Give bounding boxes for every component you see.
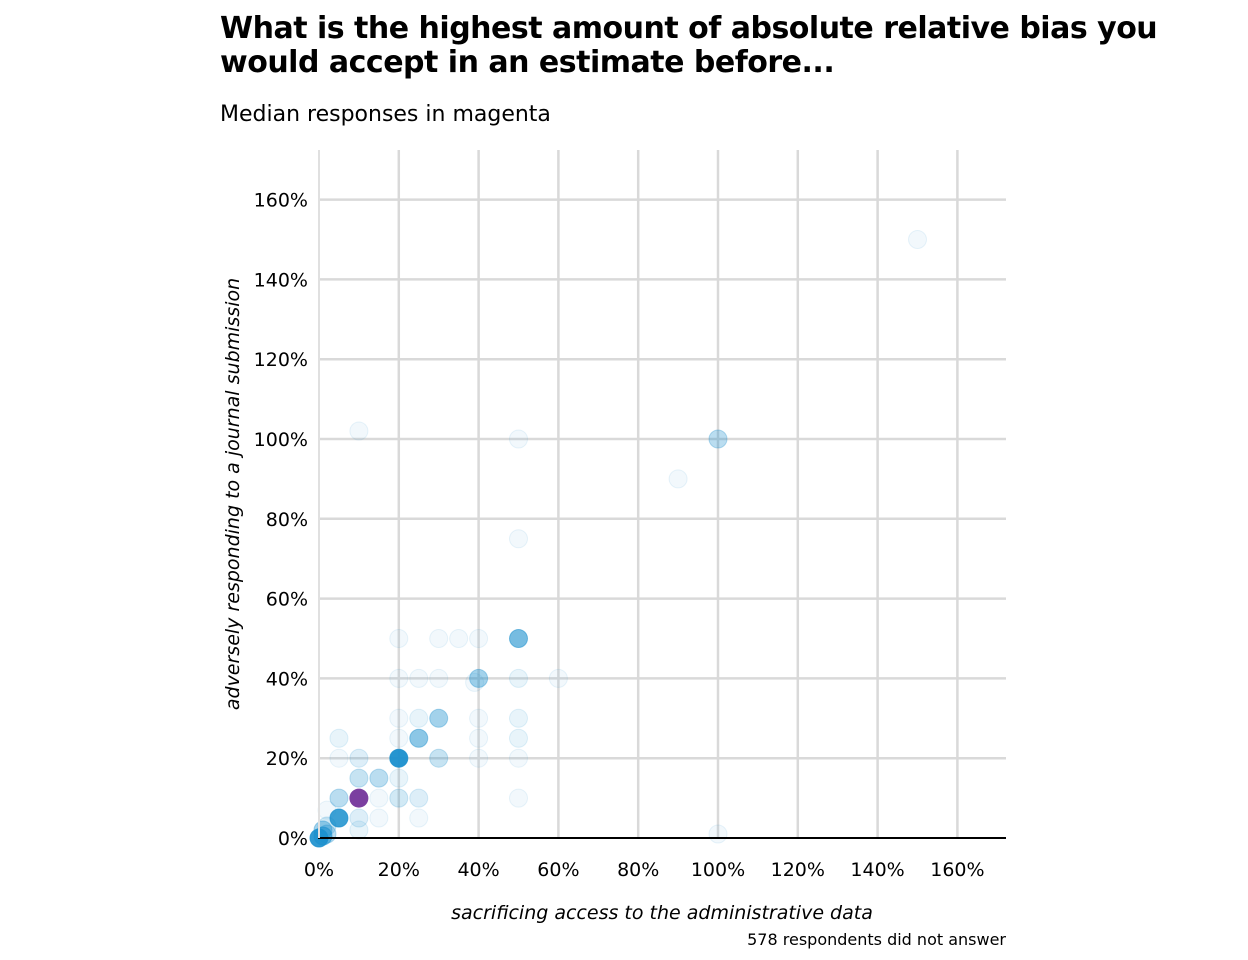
- y-tick-label: 80%: [266, 509, 308, 531]
- data-point: [389, 668, 409, 688]
- grid: [319, 150, 1006, 838]
- data-point: [409, 808, 429, 828]
- data-point: [409, 708, 429, 728]
- data-point: [409, 668, 429, 688]
- y-tick-label: 0%: [278, 828, 308, 850]
- data-point: [429, 668, 449, 688]
- data-point: [389, 728, 409, 748]
- x-tick-label: 140%: [850, 859, 904, 881]
- data-point: [548, 668, 568, 688]
- x-tick-label: 160%: [930, 859, 984, 881]
- y-tick-label: 100%: [254, 429, 308, 451]
- data-point: [429, 748, 449, 768]
- x-tick-labels: 0% 20% 40% 60% 80% 100% 120% 140% 160%: [304, 859, 985, 881]
- data-point: [449, 629, 469, 648]
- data-point: [668, 469, 688, 489]
- data-point: [389, 748, 409, 768]
- data-point: [369, 808, 389, 828]
- data-point: [369, 788, 389, 808]
- data-point: [509, 788, 528, 808]
- y-tick-label: 140%: [254, 269, 308, 291]
- y-tick-label: 60%: [266, 589, 308, 611]
- data-point: [313, 826, 333, 846]
- x-tick-label: 40%: [457, 859, 499, 881]
- data-point: [469, 708, 489, 728]
- y-tick-label: 120%: [254, 349, 308, 371]
- data-point: [409, 788, 429, 808]
- data-point: [329, 788, 349, 808]
- data-point: [429, 708, 449, 728]
- median-points: [349, 788, 369, 808]
- y-tick-labels: 0% 20% 40% 60% 80% 100% 120% 140% 160%: [254, 190, 308, 850]
- y-tick-label: 40%: [266, 668, 308, 690]
- data-point: [329, 748, 349, 768]
- x-tick-label: 100%: [691, 859, 745, 881]
- y-axis-title: adversely responding to a journal submis…: [222, 278, 244, 710]
- data-point: [329, 728, 349, 748]
- data-point: [349, 748, 369, 768]
- x-tick-label: 60%: [537, 859, 579, 881]
- data-point: [469, 748, 489, 768]
- data-point: [509, 708, 528, 728]
- caption: 578 respondents did not answer: [747, 930, 1006, 949]
- x-tick-label: 0%: [304, 859, 334, 881]
- chart-title: What is the highest amount of absolute r…: [220, 11, 1158, 80]
- data-point: [389, 629, 409, 648]
- data-point: [329, 808, 349, 828]
- data-point: [349, 820, 369, 840]
- data-point: [465, 672, 485, 692]
- data-point: [509, 629, 528, 648]
- data-point: [389, 788, 409, 808]
- data-point: [908, 230, 927, 249]
- data-point: [349, 808, 369, 828]
- data-point: [469, 728, 489, 748]
- data-point: [369, 768, 389, 788]
- y-tick-label: 160%: [254, 190, 308, 212]
- median-point: [349, 788, 369, 808]
- x-tick-label: 120%: [771, 859, 825, 881]
- data-point: [349, 421, 369, 441]
- data-point: [349, 768, 369, 788]
- y-tick-label: 20%: [266, 748, 308, 770]
- data-point: [509, 529, 528, 549]
- x-tick-label: 80%: [617, 859, 659, 881]
- data-point: [509, 668, 528, 688]
- data-points: [309, 230, 927, 848]
- data-point: [469, 668, 489, 688]
- data-point: [429, 629, 449, 648]
- data-point: [509, 748, 528, 768]
- data-point: [708, 429, 728, 449]
- data-point: [469, 629, 489, 648]
- data-point: [409, 728, 429, 748]
- data-point: [509, 429, 528, 449]
- data-point: [509, 728, 528, 748]
- data-point: [708, 824, 728, 844]
- data-point: [389, 768, 409, 788]
- chart-subtitle: Median responses in magenta: [220, 102, 551, 127]
- x-tick-label: 20%: [378, 859, 420, 881]
- data-point: [389, 708, 409, 728]
- x-axis-title: sacrificing access to the administrative…: [451, 902, 873, 924]
